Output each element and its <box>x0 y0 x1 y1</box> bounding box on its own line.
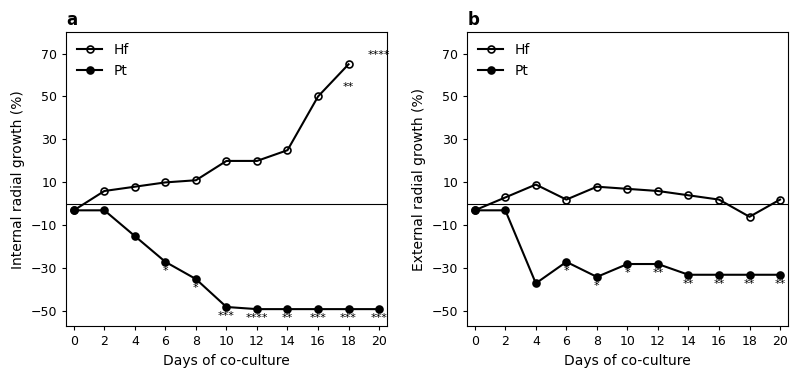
Y-axis label: Internal radial growth (%): Internal radial growth (%) <box>11 90 25 269</box>
Legend: Hf, Pt: Hf, Pt <box>73 39 133 82</box>
Text: **: ** <box>744 279 755 289</box>
Line: Hf: Hf <box>471 181 783 220</box>
Pt <box>684 273 694 277</box>
Hf <box>252 159 262 163</box>
Y-axis label: External radial growth (%): External radial growth (%) <box>412 88 426 271</box>
Hf <box>344 62 354 67</box>
Text: ***: *** <box>370 313 387 323</box>
Text: ***: *** <box>218 311 235 321</box>
Pt <box>653 262 662 266</box>
Line: Pt: Pt <box>471 207 783 287</box>
Text: **: ** <box>343 82 354 92</box>
Hf <box>592 185 602 189</box>
Pt <box>501 208 510 213</box>
Hf <box>282 148 292 152</box>
Pt <box>344 307 354 312</box>
Text: ****: **** <box>368 50 390 60</box>
Hf <box>222 159 231 163</box>
Hf <box>745 215 754 219</box>
Pt <box>130 234 140 238</box>
Hf <box>191 178 201 183</box>
Text: b: b <box>467 11 479 29</box>
Pt <box>531 281 541 286</box>
Text: *: * <box>594 281 600 291</box>
Pt <box>314 307 323 312</box>
Hf <box>130 185 140 189</box>
X-axis label: Days of co-culture: Days of co-culture <box>163 354 290 368</box>
Hf <box>501 195 510 200</box>
Hf <box>562 197 571 202</box>
Hf <box>161 180 170 185</box>
Text: **: ** <box>282 313 293 323</box>
Pt <box>374 307 384 312</box>
Pt <box>191 277 201 281</box>
Hf <box>622 186 632 191</box>
Line: Hf: Hf <box>70 61 352 214</box>
Hf <box>99 189 109 193</box>
Pt <box>69 208 78 213</box>
Legend: Hf, Pt: Hf, Pt <box>474 39 534 82</box>
Text: ***: *** <box>340 313 357 323</box>
Text: *: * <box>193 283 198 293</box>
Text: *: * <box>625 268 630 278</box>
Text: a: a <box>66 11 78 29</box>
Hf <box>684 193 694 197</box>
Pt <box>592 275 602 279</box>
Text: *: * <box>563 266 569 276</box>
Hf <box>714 197 724 202</box>
Pt <box>252 307 262 312</box>
Hf <box>775 197 785 202</box>
Text: **: ** <box>683 279 694 289</box>
Pt <box>99 208 109 213</box>
Text: ***: *** <box>310 313 326 323</box>
Pt <box>562 260 571 264</box>
Hf <box>653 189 662 193</box>
Pt <box>622 262 632 266</box>
X-axis label: Days of co-culture: Days of co-culture <box>564 354 690 368</box>
Pt <box>161 260 170 264</box>
Pt <box>282 307 292 312</box>
Pt <box>714 273 724 277</box>
Text: **: ** <box>652 268 663 278</box>
Line: Pt: Pt <box>70 207 382 313</box>
Hf <box>470 208 479 213</box>
Pt <box>745 273 754 277</box>
Text: *: * <box>162 266 168 276</box>
Text: **: ** <box>774 279 786 289</box>
Text: ****: **** <box>246 313 268 323</box>
Hf <box>314 94 323 99</box>
Hf <box>69 208 78 213</box>
Pt <box>222 305 231 309</box>
Pt <box>470 208 479 213</box>
Hf <box>531 182 541 187</box>
Text: **: ** <box>714 279 725 289</box>
Pt <box>775 273 785 277</box>
